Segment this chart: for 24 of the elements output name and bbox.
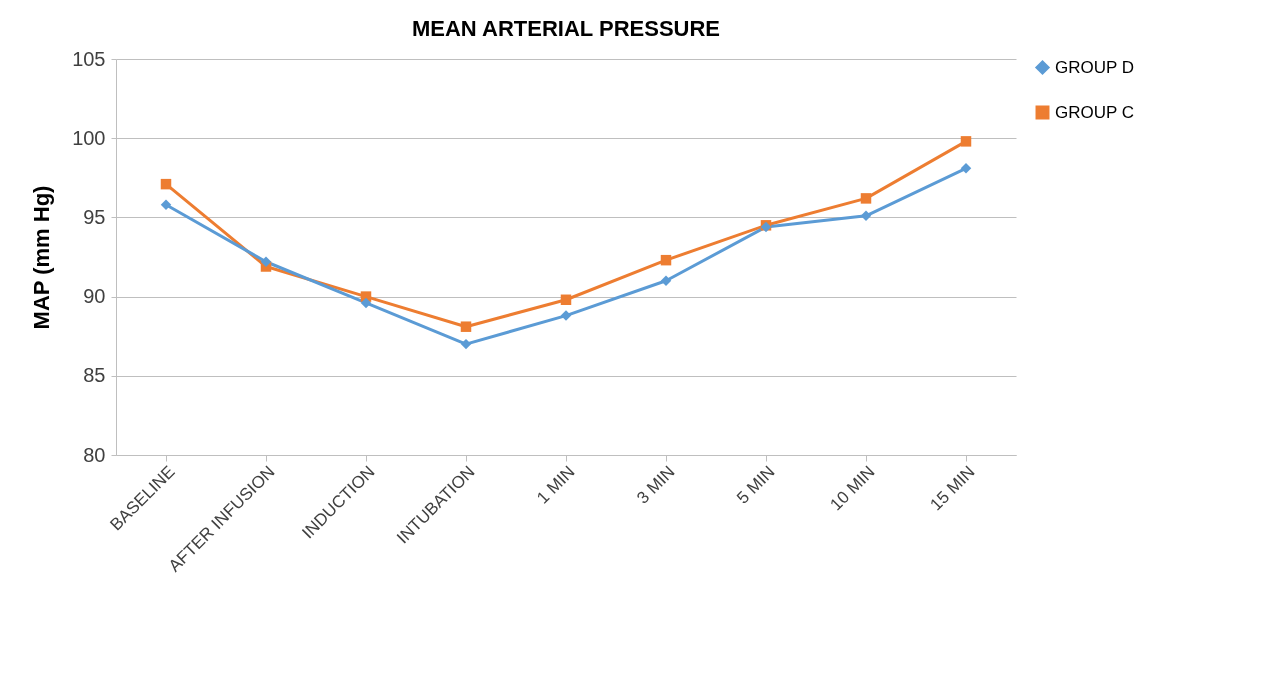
y-axis-title: MAP (mm Hg) [29,185,55,330]
y-tick-label: 105 [72,47,106,70]
point [460,321,472,332]
y-tick-label: 100 [72,126,106,149]
point [360,297,372,309]
point [960,163,972,174]
point [160,199,172,210]
y-tick-label: 90 [83,285,106,308]
point [560,294,572,306]
point [560,310,572,321]
point [460,338,472,350]
point [660,254,672,266]
chart-title: MEAN ARTERIAL PRESSURE [411,16,721,41]
point [660,275,672,286]
point [860,193,872,204]
point [960,136,972,147]
legend-label: GROUP D [1055,57,1135,77]
point [160,178,172,190]
y-tick-label: 85 [83,364,106,387]
point [860,210,872,222]
y-tick-label: 80 [83,443,106,466]
legend-label: GROUP C [1055,102,1135,122]
point [260,256,272,267]
y-tick-label: 95 [83,205,106,228]
